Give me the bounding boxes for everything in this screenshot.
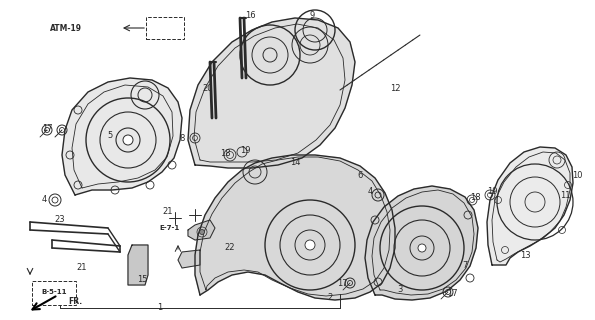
Text: E-7-1: E-7-1 xyxy=(160,225,180,231)
Text: 18: 18 xyxy=(469,194,480,203)
Circle shape xyxy=(199,229,205,235)
Polygon shape xyxy=(365,186,478,300)
Text: 18: 18 xyxy=(220,148,230,157)
Text: 1: 1 xyxy=(157,303,162,313)
Text: 15: 15 xyxy=(137,276,147,284)
Text: 17: 17 xyxy=(42,124,52,132)
Text: 17: 17 xyxy=(447,290,458,299)
Circle shape xyxy=(418,244,426,252)
Text: 5: 5 xyxy=(107,131,112,140)
Text: 6: 6 xyxy=(358,171,363,180)
Text: 13: 13 xyxy=(519,251,530,260)
Text: 22: 22 xyxy=(225,244,235,252)
Text: 23: 23 xyxy=(55,215,65,225)
Text: 19: 19 xyxy=(487,188,497,196)
FancyBboxPatch shape xyxy=(32,281,76,305)
Text: 11: 11 xyxy=(560,190,570,199)
Text: 10: 10 xyxy=(572,171,583,180)
Text: 3: 3 xyxy=(397,285,403,294)
Polygon shape xyxy=(128,245,148,285)
Text: 21: 21 xyxy=(163,207,173,217)
Polygon shape xyxy=(195,155,395,300)
Text: 9: 9 xyxy=(309,11,315,20)
Text: 21: 21 xyxy=(77,263,87,273)
Text: 14: 14 xyxy=(290,157,300,166)
Circle shape xyxy=(123,135,133,145)
Text: B-5-11: B-5-11 xyxy=(41,289,67,295)
Text: 12: 12 xyxy=(390,84,400,92)
Text: 16: 16 xyxy=(245,11,255,20)
Text: 20: 20 xyxy=(203,84,213,92)
Text: 2: 2 xyxy=(327,293,333,302)
Text: 19: 19 xyxy=(240,146,250,155)
Text: 4: 4 xyxy=(367,188,372,196)
Text: 4: 4 xyxy=(42,196,46,204)
Text: 7: 7 xyxy=(462,260,468,269)
Text: 8: 8 xyxy=(179,133,184,142)
Polygon shape xyxy=(487,147,573,265)
Text: 17: 17 xyxy=(337,279,347,289)
Polygon shape xyxy=(188,220,215,240)
Circle shape xyxy=(305,240,315,250)
Polygon shape xyxy=(188,18,355,168)
FancyBboxPatch shape xyxy=(146,17,184,39)
Polygon shape xyxy=(62,78,182,195)
Polygon shape xyxy=(178,250,200,268)
Text: FR.: FR. xyxy=(68,298,82,307)
Text: ATM-19: ATM-19 xyxy=(50,23,82,33)
